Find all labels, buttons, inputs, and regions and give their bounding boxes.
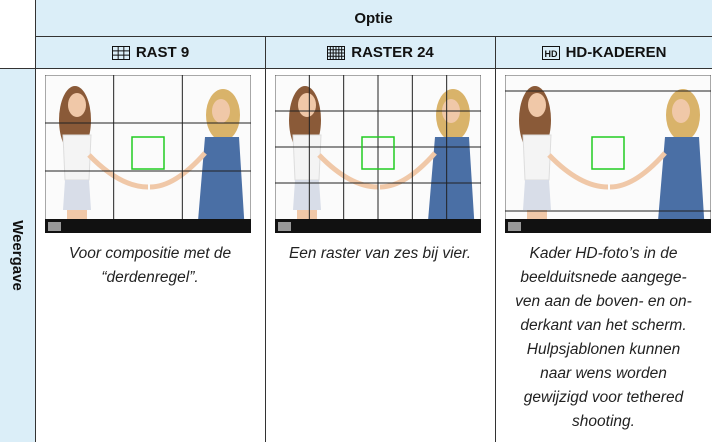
arm: [379, 151, 437, 190]
description-line: shooting.: [572, 413, 635, 430]
description-line: “derdenregel”.: [101, 269, 199, 286]
description-line: Een raster van zes bij vier.: [288, 245, 472, 262]
dress: [427, 137, 475, 233]
arm: [87, 153, 149, 190]
description-line: ven aan de boven- en on-: [515, 293, 692, 310]
row-header-cell: Weergave: [0, 68, 35, 442]
face: [528, 93, 546, 117]
column-header: RASTER 24: [266, 37, 495, 68]
icon: HD: [541, 45, 560, 60]
description-line: gewijzigd voor tethered: [523, 389, 684, 406]
column-label: RASTER 24: [351, 44, 434, 61]
column-header: HD HD-KADEREN: [496, 37, 712, 68]
description-line: derkant van het scherm.: [520, 317, 687, 334]
top: [522, 134, 552, 181]
mode-icon: [48, 222, 61, 231]
column-label: HD-KADEREN: [565, 44, 667, 61]
description: Een raster van zes bij vier.: [267, 242, 493, 266]
dress: [197, 137, 245, 233]
rule: [0, 68, 712, 69]
preview-image: [505, 75, 711, 233]
description-line: beelduitsnede aangege-: [520, 269, 687, 286]
face: [212, 99, 230, 123]
description-line: Voor compositie met de: [68, 245, 232, 262]
top: [292, 134, 322, 181]
arm: [317, 153, 379, 190]
dress: [657, 137, 705, 233]
focus-frame: [591, 136, 625, 170]
rule: [35, 36, 712, 37]
face: [68, 93, 86, 117]
column-header: RAST 9: [36, 37, 265, 68]
shorts: [293, 180, 321, 210]
description: Kader HD-foto’s in de beelduitsnede aange…: [497, 242, 710, 434]
column-label: RAST 9: [135, 44, 190, 61]
icon: [327, 45, 346, 60]
focus-frame: [131, 136, 165, 170]
shorts: [63, 180, 91, 210]
focus-frame: [361, 136, 395, 170]
header-cell: Optie: [35, 0, 712, 36]
description-line: Hulpsjablonen kunnen: [526, 341, 681, 358]
face: [298, 93, 316, 117]
rule: [495, 36, 496, 442]
arm: [547, 153, 609, 190]
face: [672, 99, 690, 123]
mode-icon: [278, 222, 291, 231]
shorts: [523, 180, 551, 210]
description: Voor compositie met de “derdenregel”.: [37, 242, 263, 290]
rule: [35, 0, 36, 442]
description-line: Kader HD-foto’s in de: [529, 245, 678, 262]
arm: [149, 151, 207, 190]
header-title: Optie: [354, 9, 393, 27]
icon-text: HD: [544, 49, 557, 59]
icon-frame: [111, 45, 130, 60]
icon-frame: [541, 45, 560, 60]
mode-icon: [508, 222, 521, 231]
preview-image: [275, 75, 481, 233]
preview-image: [45, 75, 251, 233]
rule: [265, 36, 266, 442]
description-line: naar wens worden: [540, 365, 667, 382]
status-bar: [275, 219, 481, 233]
status-bar: [45, 219, 251, 233]
status-bar: [505, 219, 711, 233]
arm: [609, 151, 667, 190]
top: [62, 134, 92, 181]
icon: [111, 45, 130, 60]
row-header: Weergave: [9, 219, 27, 291]
